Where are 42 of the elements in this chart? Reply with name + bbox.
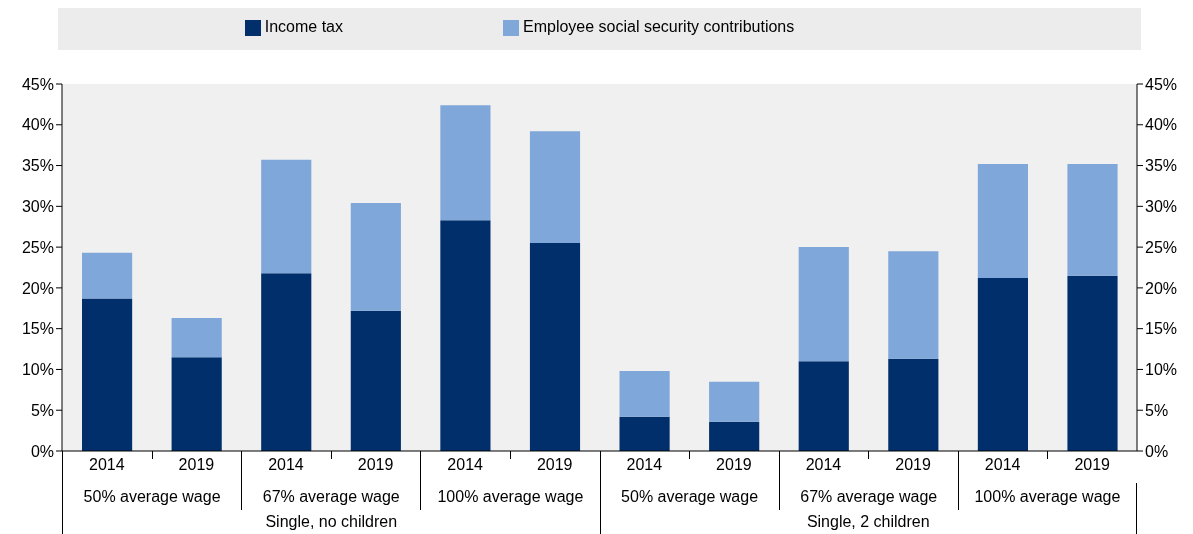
text: 67% average wage (778, 483, 958, 510)
y2-tick-label: 5% (1145, 401, 1169, 419)
y2-tick-label: 25% (1145, 238, 1178, 256)
x-tick-label: 2019 (178, 456, 215, 474)
text: 100% average wage (957, 483, 1137, 510)
x-tick-label: 2014 (626, 456, 663, 474)
x-tick-label: 2019 (716, 456, 752, 474)
x-tick-label: 2014 (88, 456, 125, 474)
y-tick-label: 30% (21, 198, 54, 216)
text: 50% average wage (62, 483, 242, 510)
text: 67% average wage (241, 483, 421, 510)
y2-tick-label: 20% (1145, 279, 1178, 297)
y-tick-label: 10% (21, 361, 54, 379)
y2-tick-label: 30% (1145, 198, 1178, 216)
y2-tick-label: 40% (1145, 116, 1178, 134)
legend-label: Income tax (264, 18, 344, 35)
text: 100% average wage (420, 483, 600, 510)
y-tick-label: 20% (21, 279, 54, 297)
y2-tick-label: 0% (1145, 442, 1169, 460)
y2-tick-label: 10% (1145, 361, 1178, 379)
y-tick-label: 15% (21, 320, 54, 338)
x-tick-label: 2019 (895, 456, 931, 474)
text: 50% average wage (599, 483, 779, 510)
y2-tick-label: 15% (1145, 320, 1178, 338)
x-tick-label: 2019 (536, 456, 573, 474)
y-tick-label: 40% (21, 116, 54, 134)
x-tick-label: 2014 (268, 456, 304, 474)
y-tick-label: 25% (21, 238, 54, 256)
text: Single, 2 children (599, 510, 1137, 534)
legend-label: Employee social security contributions (523, 18, 795, 35)
x-tick-label: 2014 (447, 456, 484, 474)
y-tick-label: 35% (21, 157, 54, 175)
y2-tick-label: 35% (1145, 157, 1178, 175)
y-tick-label: 5% (30, 401, 54, 419)
x-tick-label: 2019 (357, 456, 394, 474)
y-tick-label: 0% (30, 442, 54, 460)
x-tick-label: 2014 (984, 456, 1021, 474)
y-tick-label: 45% (21, 75, 54, 93)
text: Single, no children (62, 510, 600, 534)
y2-tick-label: 45% (1145, 75, 1178, 93)
x-tick-label: 2014 (805, 456, 842, 474)
x-tick-label: 2019 (1074, 456, 1111, 474)
